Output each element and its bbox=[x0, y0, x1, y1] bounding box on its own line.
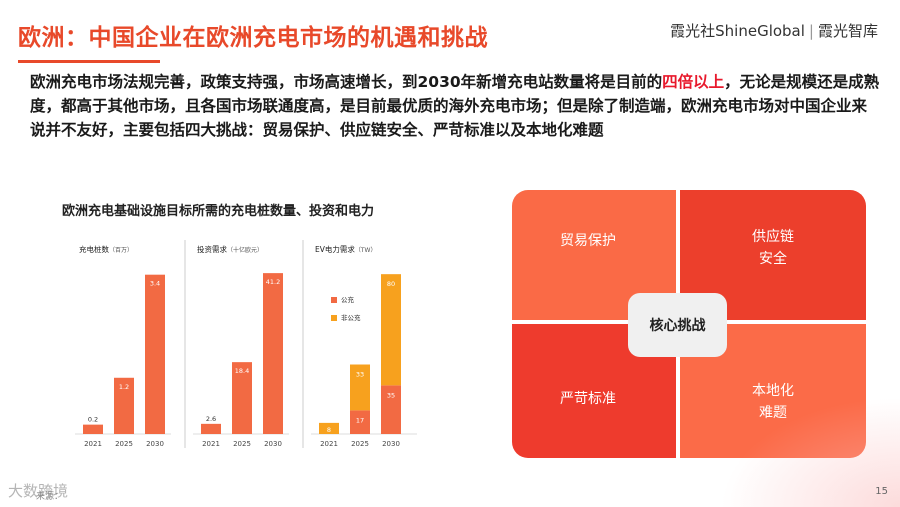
bar bbox=[232, 362, 252, 434]
legend-swatch-nonpublic bbox=[331, 315, 337, 321]
data-label: 41.2 bbox=[266, 278, 280, 286]
logo-separator: | bbox=[808, 22, 814, 40]
legend-label-public: 公充 bbox=[341, 295, 355, 304]
legend-swatch-public bbox=[331, 297, 337, 303]
panel-title-1: 投资需求（十亿欧元） bbox=[197, 244, 263, 254]
bar bbox=[83, 424, 103, 434]
x-tick-label: 2021 bbox=[202, 440, 220, 448]
challenge-supply-chain-label: 供应链 安全 bbox=[752, 226, 794, 270]
bar-nonpublic bbox=[319, 422, 339, 434]
challenge-trade-protection-label: 贸易保护 bbox=[560, 233, 616, 249]
bar bbox=[114, 377, 134, 434]
title-underline bbox=[18, 60, 160, 63]
bar-nonpublic bbox=[381, 274, 401, 386]
bar bbox=[145, 274, 165, 434]
page-number: 15 bbox=[875, 486, 888, 497]
data-label: 3.4 bbox=[150, 280, 160, 288]
panel-unit-0: （百万） bbox=[109, 247, 133, 254]
x-tick-label: 2021 bbox=[84, 440, 102, 448]
challenge-strict-standards-label: 严苛标准 bbox=[560, 391, 616, 407]
x-tick-label: 2021 bbox=[320, 440, 338, 448]
intro-text-1: 欧洲充电市场法规完善，政策支持强，市场高速增长，到2030年新增充电站数量将是目… bbox=[30, 73, 663, 91]
data-label: 18.4 bbox=[235, 367, 249, 375]
panel-title-2: EV电力需求（TW） bbox=[315, 244, 376, 254]
data-label: 17 bbox=[356, 416, 364, 424]
panel-title-text-2: EV电力需求 bbox=[315, 244, 355, 254]
watermark-logo: 大数跨境 bbox=[8, 482, 69, 500]
panel-title-0: 充电桩数（百万） bbox=[79, 244, 133, 254]
bar-public bbox=[350, 410, 370, 434]
panel-title-text-0: 充电桩数 bbox=[79, 244, 109, 254]
logo-think-tank: 霞光智库 bbox=[817, 22, 878, 40]
challenge-supply-chain-line2: 安全 bbox=[759, 251, 787, 267]
chart-title: 欧洲充电基础设施目标所需的充电桩数量、投资和电力 bbox=[62, 204, 375, 219]
bar bbox=[201, 423, 221, 434]
data-label: 0.2 bbox=[88, 416, 98, 424]
panel-unit-2: （TW） bbox=[355, 247, 377, 254]
data-label: 2.6 bbox=[206, 415, 216, 423]
x-tick-label: 2030 bbox=[146, 440, 164, 448]
x-tick-label: 2025 bbox=[115, 440, 133, 448]
bar bbox=[263, 273, 283, 434]
panel-unit-1: （十亿欧元） bbox=[227, 246, 263, 254]
core-challenge-box: 核心挑战 bbox=[628, 293, 727, 357]
intro-text-2: ，无论是规模还是成熟度，都高于其他市场，且各国市场联通度高，是目前最优质的海外充… bbox=[30, 73, 880, 139]
page-title: 欧洲：中国企业在欧洲充电市场的机遇和挑战 bbox=[18, 25, 488, 51]
legend-label-nonpublic: 非公充 bbox=[341, 313, 361, 322]
data-label: 80 bbox=[387, 280, 395, 288]
panel-title-text-1: 投资需求 bbox=[197, 244, 227, 254]
bar-nonpublic bbox=[350, 364, 370, 411]
intro-paragraph: 欧洲充电市场法规完善，政策支持强，市场高速增长，到2030年新增充电站数量将是目… bbox=[30, 70, 880, 142]
data-label: 33 bbox=[356, 371, 364, 379]
data-label: 1.2 bbox=[119, 383, 129, 391]
challenge-localization-line1: 本地化 bbox=[752, 383, 794, 399]
data-label: 8 bbox=[327, 426, 331, 434]
x-tick-label: 2030 bbox=[264, 440, 282, 448]
bar-public bbox=[381, 385, 401, 434]
challenge-supply-chain-line1: 供应链 bbox=[752, 229, 794, 245]
data-label: 35 bbox=[387, 391, 395, 399]
intro-highlight: 四倍以上 bbox=[662, 73, 725, 91]
logo-shineglobal: 霞光社ShineGlobal bbox=[670, 22, 805, 40]
challenge-strict-standards: 严苛标准 bbox=[512, 324, 676, 458]
x-tick-label: 2025 bbox=[233, 440, 251, 448]
x-tick-label: 2030 bbox=[382, 440, 400, 448]
charts-area: 充电桩数（百万） 2021 0.2 2025 1.2 2030 3.4 投资需求（十亿欧元） 2… bbox=[75, 240, 417, 448]
brand-logo: 霞光社ShineGlobal | 霞光智库 bbox=[670, 20, 878, 41]
x-tick-label: 2025 bbox=[351, 440, 369, 448]
decorative-gradient bbox=[720, 397, 900, 507]
source-note: 来源： bbox=[36, 492, 64, 502]
